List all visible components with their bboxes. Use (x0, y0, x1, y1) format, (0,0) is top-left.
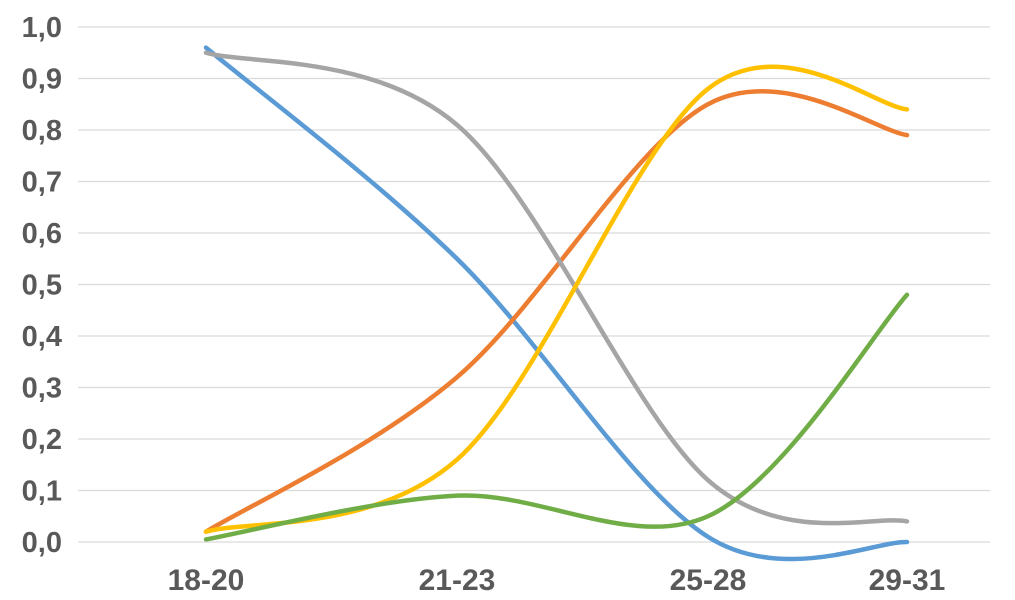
x-tick-label: 29-31 (869, 564, 946, 597)
x-tick-label: 18-20 (168, 564, 245, 597)
series-line-3 (203, 50, 910, 526)
y-tick-label: 0,0 (22, 527, 62, 559)
y-tick-label: 0,9 (22, 64, 62, 96)
series-lines (203, 45, 910, 562)
y-tick-label: 1,0 (22, 12, 62, 44)
y-tick-label: 0,6 (22, 218, 62, 250)
series-line-2 (203, 89, 910, 534)
y-axis: 0,0 0,1 0,2 0,3 0,4 0,5 0,6 0,7 0,8 0,9 1,0 (22, 12, 62, 559)
x-tick-label: 21-23 (419, 564, 496, 597)
series-line-5 (203, 292, 910, 542)
x-axis: 18-20 21-23 25-28 29-31 (168, 564, 946, 597)
y-tick-label: 0,1 (22, 476, 62, 508)
gridlines (78, 26, 990, 543)
y-tick-label: 0,4 (22, 321, 62, 353)
series-line-4 (203, 64, 910, 534)
series-line-1 (203, 45, 910, 562)
y-tick-label: 0,5 (22, 270, 62, 302)
x-tick-label: 25-28 (670, 564, 747, 597)
y-tick-label: 0,2 (22, 424, 62, 456)
y-tick-label: 0,7 (22, 167, 62, 199)
y-tick-label: 0,8 (22, 115, 62, 147)
y-tick-label: 0,3 (22, 373, 62, 405)
